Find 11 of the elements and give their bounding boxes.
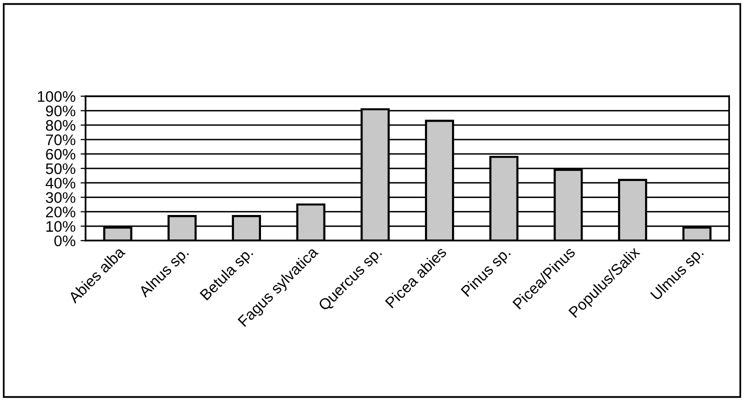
y-tick-label: 20%: [46, 206, 76, 218]
y-tick-label: 80%: [46, 120, 76, 131]
y-tick-label: 0%: [54, 235, 76, 246]
y-tick-label: 70%: [46, 134, 76, 146]
y-tick-label: 10%: [46, 221, 76, 232]
y-tick-label: 90%: [46, 106, 76, 116]
y-tick-label: 40%: [46, 178, 76, 189]
y-tick-label: 50%: [46, 163, 76, 174]
y-tick-label: 100%: [38, 91, 76, 102]
y-tick-label: 60%: [46, 148, 76, 160]
y-tick-label: 30%: [46, 192, 76, 203]
